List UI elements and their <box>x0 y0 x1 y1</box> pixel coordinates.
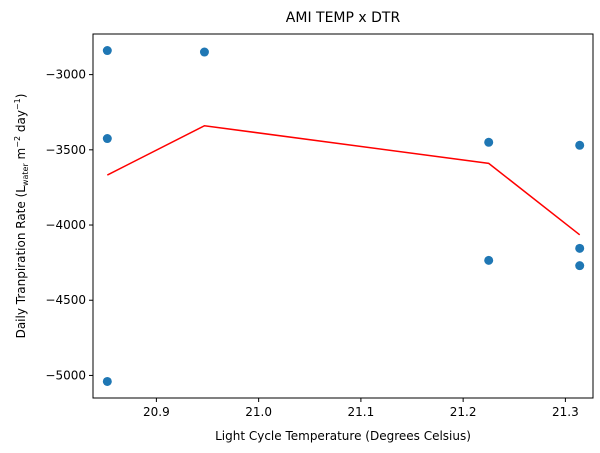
data-point <box>484 255 494 265</box>
y-axis-label-superscript-1: −2 <box>13 136 22 148</box>
data-point <box>102 134 112 144</box>
y-axis-label-subscript: water <box>21 163 30 187</box>
y-tick-label: −3500 <box>45 143 86 157</box>
data-point <box>484 137 494 147</box>
x-tick-label: 21.0 <box>245 405 272 419</box>
x-axis: 20.9 21.0 21.1 21.2 21.3 <box>143 398 579 419</box>
y-axis-label-main: Daily Tranpiration Rate (L <box>14 186 28 339</box>
data-point <box>102 376 112 386</box>
data-point <box>102 46 112 56</box>
data-point <box>199 47 209 57</box>
x-axis-label: Light Cycle Temperature (Degrees Celsius… <box>215 429 471 443</box>
x-tick-label: 21.3 <box>552 405 579 419</box>
y-tick-label: −4500 <box>45 293 86 307</box>
data-point <box>575 140 585 150</box>
y-axis-label-superscript-2: −1 <box>13 98 22 110</box>
x-tick-label: 20.9 <box>143 405 170 419</box>
y-axis: −3000 −3500 −4000 −4500 −5000 <box>45 68 93 382</box>
y-axis-label-unit-day: day <box>14 110 28 136</box>
data-point <box>575 261 585 271</box>
chart-title: AMI TEMP x DTR <box>286 10 401 26</box>
trend-line-group <box>106 124 581 236</box>
x-tick-label: 21.2 <box>450 405 477 419</box>
y-tick-label: −3000 <box>45 68 86 82</box>
data-points-group <box>102 46 585 386</box>
y-axis-label-unit-m: m <box>14 148 28 164</box>
y-axis-label-close: ) <box>14 94 28 99</box>
x-tick-label: 21.1 <box>348 405 375 419</box>
y-axis-label: Daily Tranpiration Rate (Lwater m−2 day−… <box>13 94 30 339</box>
y-tick-label: −5000 <box>45 368 86 382</box>
plot-area-frame <box>92 33 594 399</box>
y-tick-label: −4000 <box>45 218 86 232</box>
trend-line <box>106 124 581 236</box>
data-point <box>575 243 585 253</box>
